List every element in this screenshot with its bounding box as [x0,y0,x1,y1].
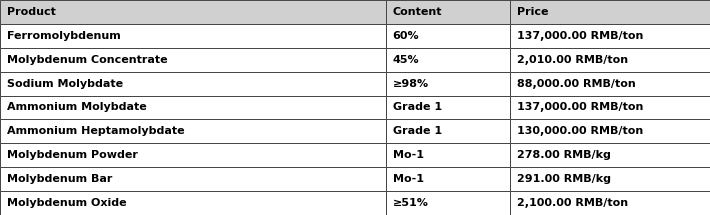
Bar [0,0,386,24]
Text: Ammonium Heptamolybdate: Ammonium Heptamolybdate [7,126,185,136]
Text: Sodium Molybdate: Sodium Molybdate [7,79,124,89]
Bar [386,167,510,191]
Bar [386,24,510,48]
Bar [510,24,710,48]
Bar [0,24,386,48]
Text: 88,000.00 RMB/ton: 88,000.00 RMB/ton [517,79,635,89]
Bar [510,95,710,120]
Bar [510,120,710,143]
Text: 291.00 RMB/kg: 291.00 RMB/kg [517,174,611,184]
Bar [510,48,710,72]
Text: Mo-1: Mo-1 [393,174,424,184]
Text: 130,000.00 RMB/ton: 130,000.00 RMB/ton [517,126,643,136]
Text: Content: Content [393,7,442,17]
Bar [0,120,386,143]
Text: Ferromolybdenum: Ferromolybdenum [7,31,121,41]
Text: ≥51%: ≥51% [393,198,429,208]
Bar [386,143,510,167]
Bar [0,48,386,72]
Bar [0,191,386,215]
Text: Molybdenum Bar: Molybdenum Bar [7,174,112,184]
Text: Grade 1: Grade 1 [393,126,442,136]
Text: 60%: 60% [393,31,420,41]
Bar [510,0,710,24]
Bar [386,120,510,143]
Text: 137,000.00 RMB/ton: 137,000.00 RMB/ton [517,103,643,112]
Bar [386,0,510,24]
Bar [510,143,710,167]
Bar [0,72,386,95]
Text: 2,010.00 RMB/ton: 2,010.00 RMB/ton [517,55,628,65]
Bar [0,167,386,191]
Text: Molybdenum Powder: Molybdenum Powder [7,150,138,160]
Text: Mo-1: Mo-1 [393,150,424,160]
Text: Molybdenum Concentrate: Molybdenum Concentrate [7,55,168,65]
Text: Grade 1: Grade 1 [393,103,442,112]
Bar [386,48,510,72]
Bar [510,167,710,191]
Bar [386,191,510,215]
Text: 45%: 45% [393,55,420,65]
Text: Price: Price [517,7,548,17]
Text: 137,000.00 RMB/ton: 137,000.00 RMB/ton [517,31,643,41]
Bar [386,95,510,120]
Text: Ammonium Molybdate: Ammonium Molybdate [7,103,147,112]
Text: ≥98%: ≥98% [393,79,429,89]
Text: Molybdenum Oxide: Molybdenum Oxide [7,198,126,208]
Bar [510,72,710,95]
Bar [0,95,386,120]
Bar [510,191,710,215]
Text: 278.00 RMB/kg: 278.00 RMB/kg [517,150,611,160]
Bar [0,143,386,167]
Bar [386,72,510,95]
Text: 2,100.00 RMB/ton: 2,100.00 RMB/ton [517,198,628,208]
Text: Product: Product [7,7,56,17]
